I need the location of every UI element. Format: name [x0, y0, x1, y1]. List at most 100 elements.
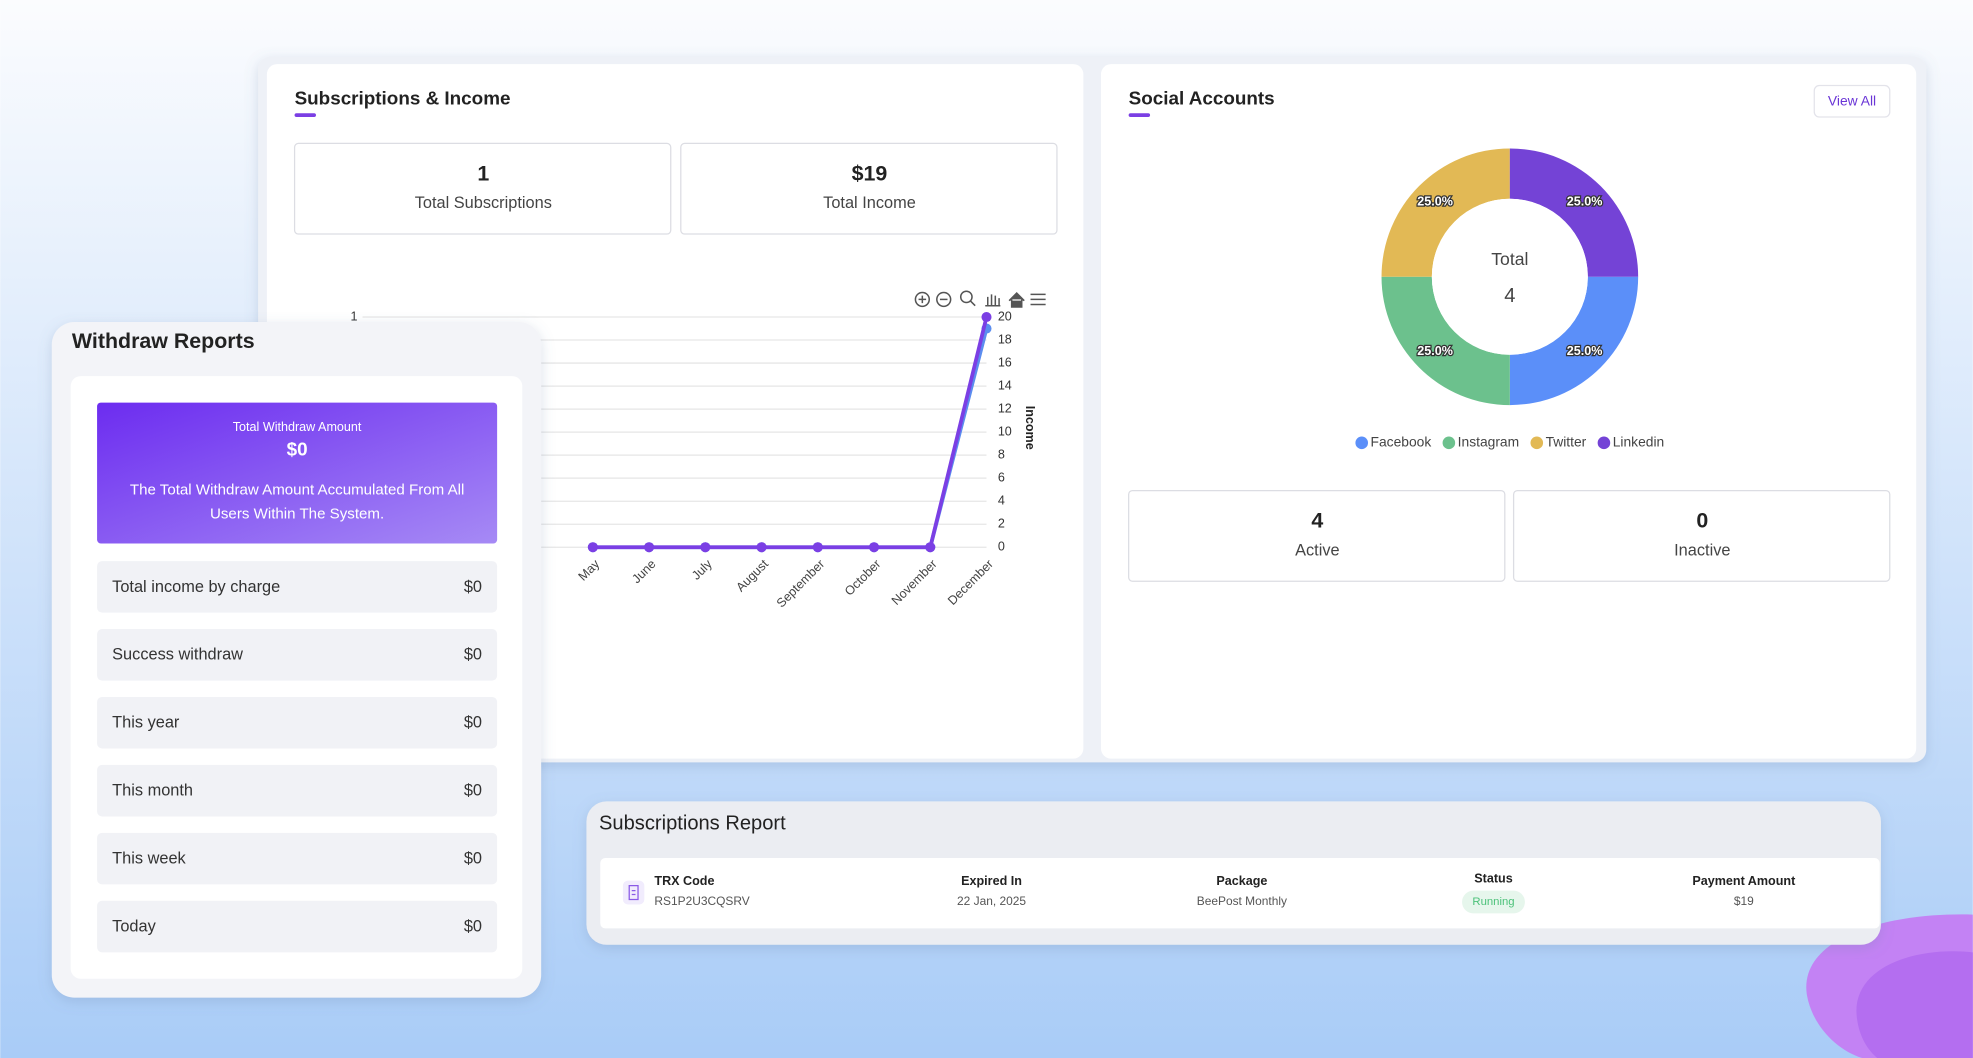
- withdraw-row: [97, 561, 498, 613]
- status: Running: [1472, 896, 1514, 908]
- cell: 22 Jan, 2025: [957, 894, 1026, 908]
- row-value: $0: [464, 714, 482, 732]
- row-icon: [622, 880, 645, 905]
- y2-tick-label: 20: [998, 309, 1012, 323]
- stat-box: [293, 142, 672, 235]
- withdraw-row: [97, 696, 498, 749]
- donut-slice: [1509, 148, 1639, 277]
- withdraw-row: [97, 900, 498, 953]
- legend-marker: [1530, 436, 1544, 450]
- point: [869, 542, 880, 553]
- y2-axis-title: Income: [1023, 406, 1037, 450]
- donut-slice: [1381, 276, 1510, 406]
- row-value: $0: [464, 646, 482, 664]
- column-header: Package: [1216, 874, 1267, 888]
- withdraw-row: [97, 764, 498, 817]
- status-pill: [1462, 890, 1525, 914]
- point: [981, 311, 992, 323]
- column-header: Expired In: [961, 874, 1022, 888]
- total-label: Total Withdraw Amount: [233, 420, 362, 434]
- stat-value: $19: [852, 162, 888, 186]
- donut-slice: [1381, 148, 1510, 277]
- y2-tick-label: 18: [998, 332, 1012, 346]
- row-label: Total income by charge: [112, 578, 280, 596]
- y2-tick-label: 4: [998, 494, 1005, 508]
- point: [925, 542, 936, 553]
- y2-tick-label: 8: [998, 447, 1005, 461]
- legend: Facebook Instagram Twitter Linkedin: [1355, 433, 1664, 449]
- chart-toolbar[interactable]: [914, 290, 1046, 308]
- row-value: $0: [464, 782, 482, 800]
- legend-marker: [1442, 436, 1456, 450]
- view-all-label[interactable]: View All: [1828, 93, 1876, 109]
- underline: [1128, 113, 1151, 117]
- stat-label: Inactive: [1674, 541, 1730, 559]
- slice-label: 25.0%: [1417, 194, 1453, 208]
- withdraw-row: [97, 629, 498, 681]
- column-header: Payment Amount: [1692, 874, 1796, 888]
- point: [756, 542, 767, 553]
- y2-tick-label: 16: [998, 355, 1012, 369]
- column-header: Status: [1474, 872, 1512, 886]
- y2-tick-label: 6: [998, 471, 1005, 485]
- total-card: [97, 402, 498, 544]
- slice-label: 25.0%: [1417, 344, 1453, 358]
- stat-value: 0: [1696, 509, 1708, 533]
- underline: [294, 113, 316, 117]
- social-accounts-panel: Social Accounts View All 25.0% 25.0% 25.0%…: [1100, 64, 1917, 759]
- row-label: Today: [112, 917, 156, 935]
- withdraw-title: Withdraw Reports: [72, 329, 255, 353]
- line-series: [592, 316, 989, 550]
- y2-tick-label: 14: [998, 378, 1012, 392]
- row-value: $0: [464, 917, 482, 935]
- slice-label: 25.0%: [1567, 194, 1603, 208]
- center-value: 4: [1504, 285, 1515, 307]
- y-tick-label: 1: [350, 309, 357, 323]
- cell: BeePost Monthly: [1197, 894, 1287, 908]
- total-description: The Total Withdraw Amount Accumulated Fr…: [129, 480, 465, 523]
- panel-title: Subscriptions & Income: [295, 87, 511, 108]
- row-label: This month: [112, 782, 193, 800]
- panel: [1100, 64, 1917, 759]
- view-all-button[interactable]: [1813, 84, 1891, 118]
- stat-box: [1512, 490, 1891, 582]
- point: [587, 542, 598, 553]
- point: [812, 542, 823, 553]
- stat-value: 1: [477, 162, 489, 186]
- row-value: $0: [464, 578, 482, 596]
- stat-box: [680, 142, 1058, 235]
- stat-label: Total Subscriptions: [415, 194, 552, 212]
- row-label: This year: [112, 714, 180, 732]
- total-description-box: The Total Withdraw Amount Accumulated Fr…: [129, 480, 465, 523]
- column-header: TRX Code: [654, 874, 714, 888]
- stat-value: 4: [1311, 509, 1323, 533]
- row-label: This week: [112, 850, 186, 868]
- legend-label: Twitter: [1546, 433, 1587, 449]
- point: [700, 542, 711, 553]
- row-icon: [628, 885, 639, 901]
- legend-label: Linkedin: [1613, 433, 1665, 449]
- legend-label: Instagram: [1458, 433, 1519, 449]
- legend-label: Facebook: [1371, 433, 1432, 449]
- cell: $19: [1734, 894, 1754, 908]
- point: [644, 542, 655, 553]
- legend-marker: [1597, 436, 1611, 450]
- withdraw-reports: Withdraw Reports Total Withdraw Amount $…: [51, 322, 542, 998]
- slice-label: 25.0%: [1567, 344, 1603, 358]
- stat-label: Total Income: [823, 194, 916, 212]
- stat-box: [1128, 490, 1506, 582]
- y2-tick-label: 12: [998, 401, 1012, 415]
- report-title: Subscriptions Report: [599, 812, 786, 834]
- panel-title: Social Accounts: [1129, 87, 1275, 108]
- y2-tick-label: 10: [998, 424, 1012, 438]
- row-label: Success withdraw: [112, 646, 243, 664]
- total-value: $0: [287, 438, 308, 459]
- stat-label: Active: [1295, 541, 1340, 559]
- y2-tick-label: 0: [998, 540, 1005, 554]
- report-row: [600, 857, 1880, 929]
- donut-slice: [1509, 276, 1639, 406]
- donut-hole: [1431, 198, 1588, 355]
- y2-tick-label: 2: [998, 517, 1005, 531]
